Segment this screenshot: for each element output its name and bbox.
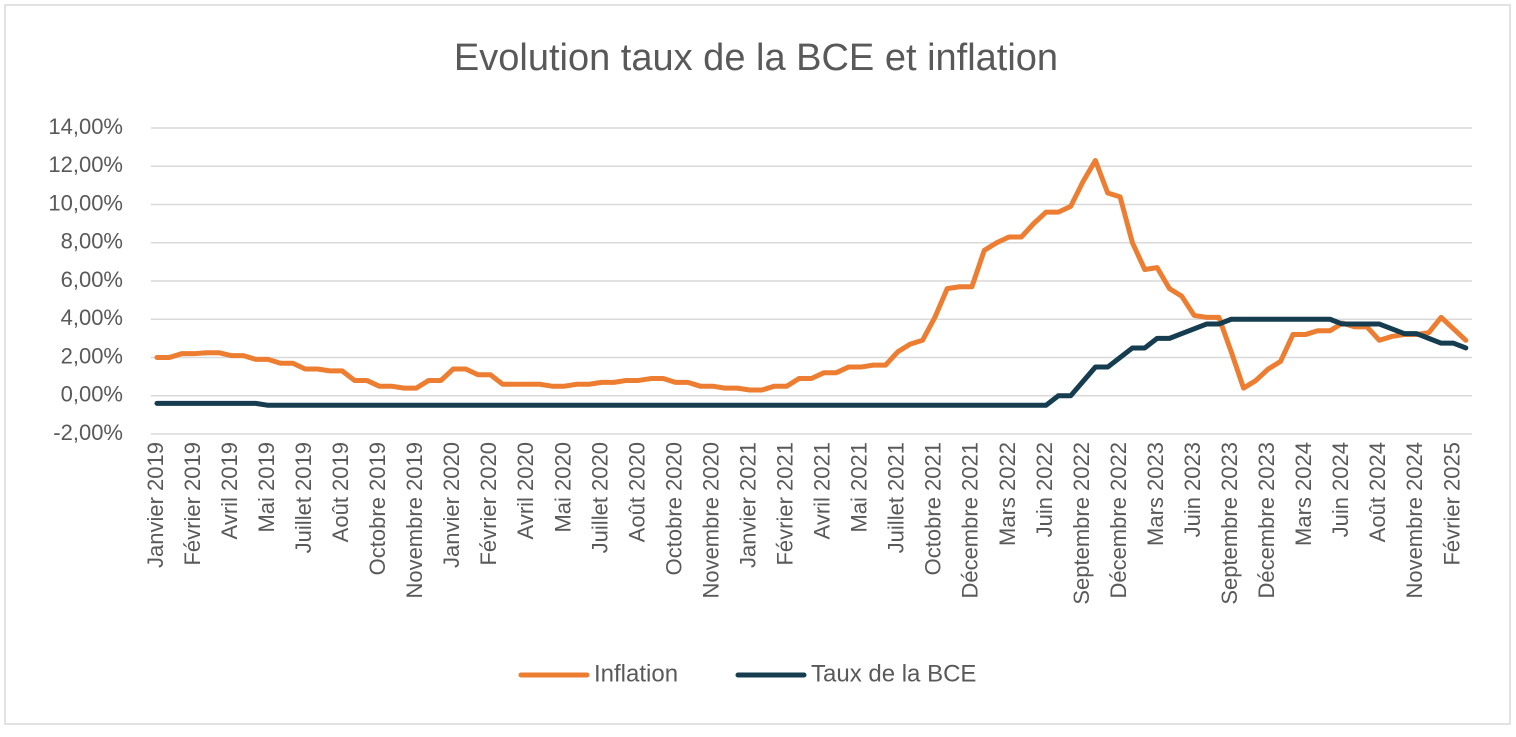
x-tick-label: Octobre 2019 [365, 442, 390, 575]
series-line [154, 158, 1469, 393]
x-tick-label: Mars 2024 [1291, 442, 1316, 546]
x-tick-label: Septembre 2022 [1069, 442, 1094, 605]
x-tick-label: Février 2021 [773, 442, 798, 566]
x-tick-label: Avril 2019 [217, 442, 242, 539]
chart-title: Evolution taux de la BCE et inflation [454, 37, 1058, 79]
y-tick-label: 8,00% [61, 229, 123, 254]
x-tick-label: Décembre 2023 [1254, 442, 1279, 599]
x-tick-label: Octobre 2020 [661, 442, 686, 575]
x-tick-label: Mai 2020 [550, 442, 575, 533]
x-tick-label: Mars 2023 [1143, 442, 1168, 546]
y-tick-label: -2,00% [53, 420, 123, 445]
x-tick-label: Août 2020 [624, 442, 649, 542]
x-tick-label: Février 2025 [1439, 442, 1464, 566]
x-tick-label: Novembre 2019 [402, 442, 427, 599]
x-tick-label: Juin 2024 [1328, 442, 1353, 537]
y-tick-label: 4,00% [61, 305, 123, 330]
legend-label: Inflation [594, 660, 678, 687]
y-tick-label: 12,00% [48, 152, 123, 177]
x-tick-label: Décembre 2022 [1106, 442, 1131, 599]
legend-label: Taux de la BCE [811, 660, 976, 687]
x-tick-label: Décembre 2021 [958, 442, 983, 599]
y-tick-label: 6,00% [61, 267, 123, 292]
x-tick-label: Septembre 2023 [1217, 442, 1242, 605]
x-tick-label: Juin 2023 [1180, 442, 1205, 537]
x-tick-label: Avril 2020 [513, 442, 538, 539]
x-tick-label: Juin 2022 [1032, 442, 1057, 537]
x-tick-label: Janvier 2021 [735, 442, 760, 568]
x-tick-label: Avril 2021 [810, 442, 835, 539]
x-tick-label: Février 2020 [476, 442, 501, 566]
chart-frame [4, 4, 1511, 725]
y-tick-label: 2,00% [61, 343, 123, 368]
x-tick-label: Juillet 2020 [587, 442, 612, 553]
x-tick-label: Mars 2022 [995, 442, 1020, 546]
x-tick-label: Octobre 2021 [921, 442, 946, 575]
x-tick-label: Janvier 2020 [439, 442, 464, 568]
y-tick-label: 10,00% [48, 190, 123, 215]
x-tick-label: Janvier 2019 [143, 442, 168, 568]
y-tick-label: 14,00% [48, 114, 123, 139]
y-tick-label: 0,00% [61, 382, 123, 407]
x-tick-label: Février 2019 [180, 442, 205, 566]
x-tick-label: Août 2019 [328, 442, 353, 542]
x-tick-label: Novembre 2024 [1402, 442, 1427, 599]
x-tick-label: Juillet 2021 [884, 442, 909, 553]
x-tick-label: Août 2024 [1365, 442, 1390, 542]
x-tick-label: Mai 2019 [254, 442, 279, 533]
x-tick-label: Juillet 2019 [291, 442, 316, 553]
series-line [154, 316, 1469, 408]
x-tick-label: Mai 2021 [847, 442, 872, 533]
x-tick-label: Novembre 2020 [698, 442, 723, 599]
